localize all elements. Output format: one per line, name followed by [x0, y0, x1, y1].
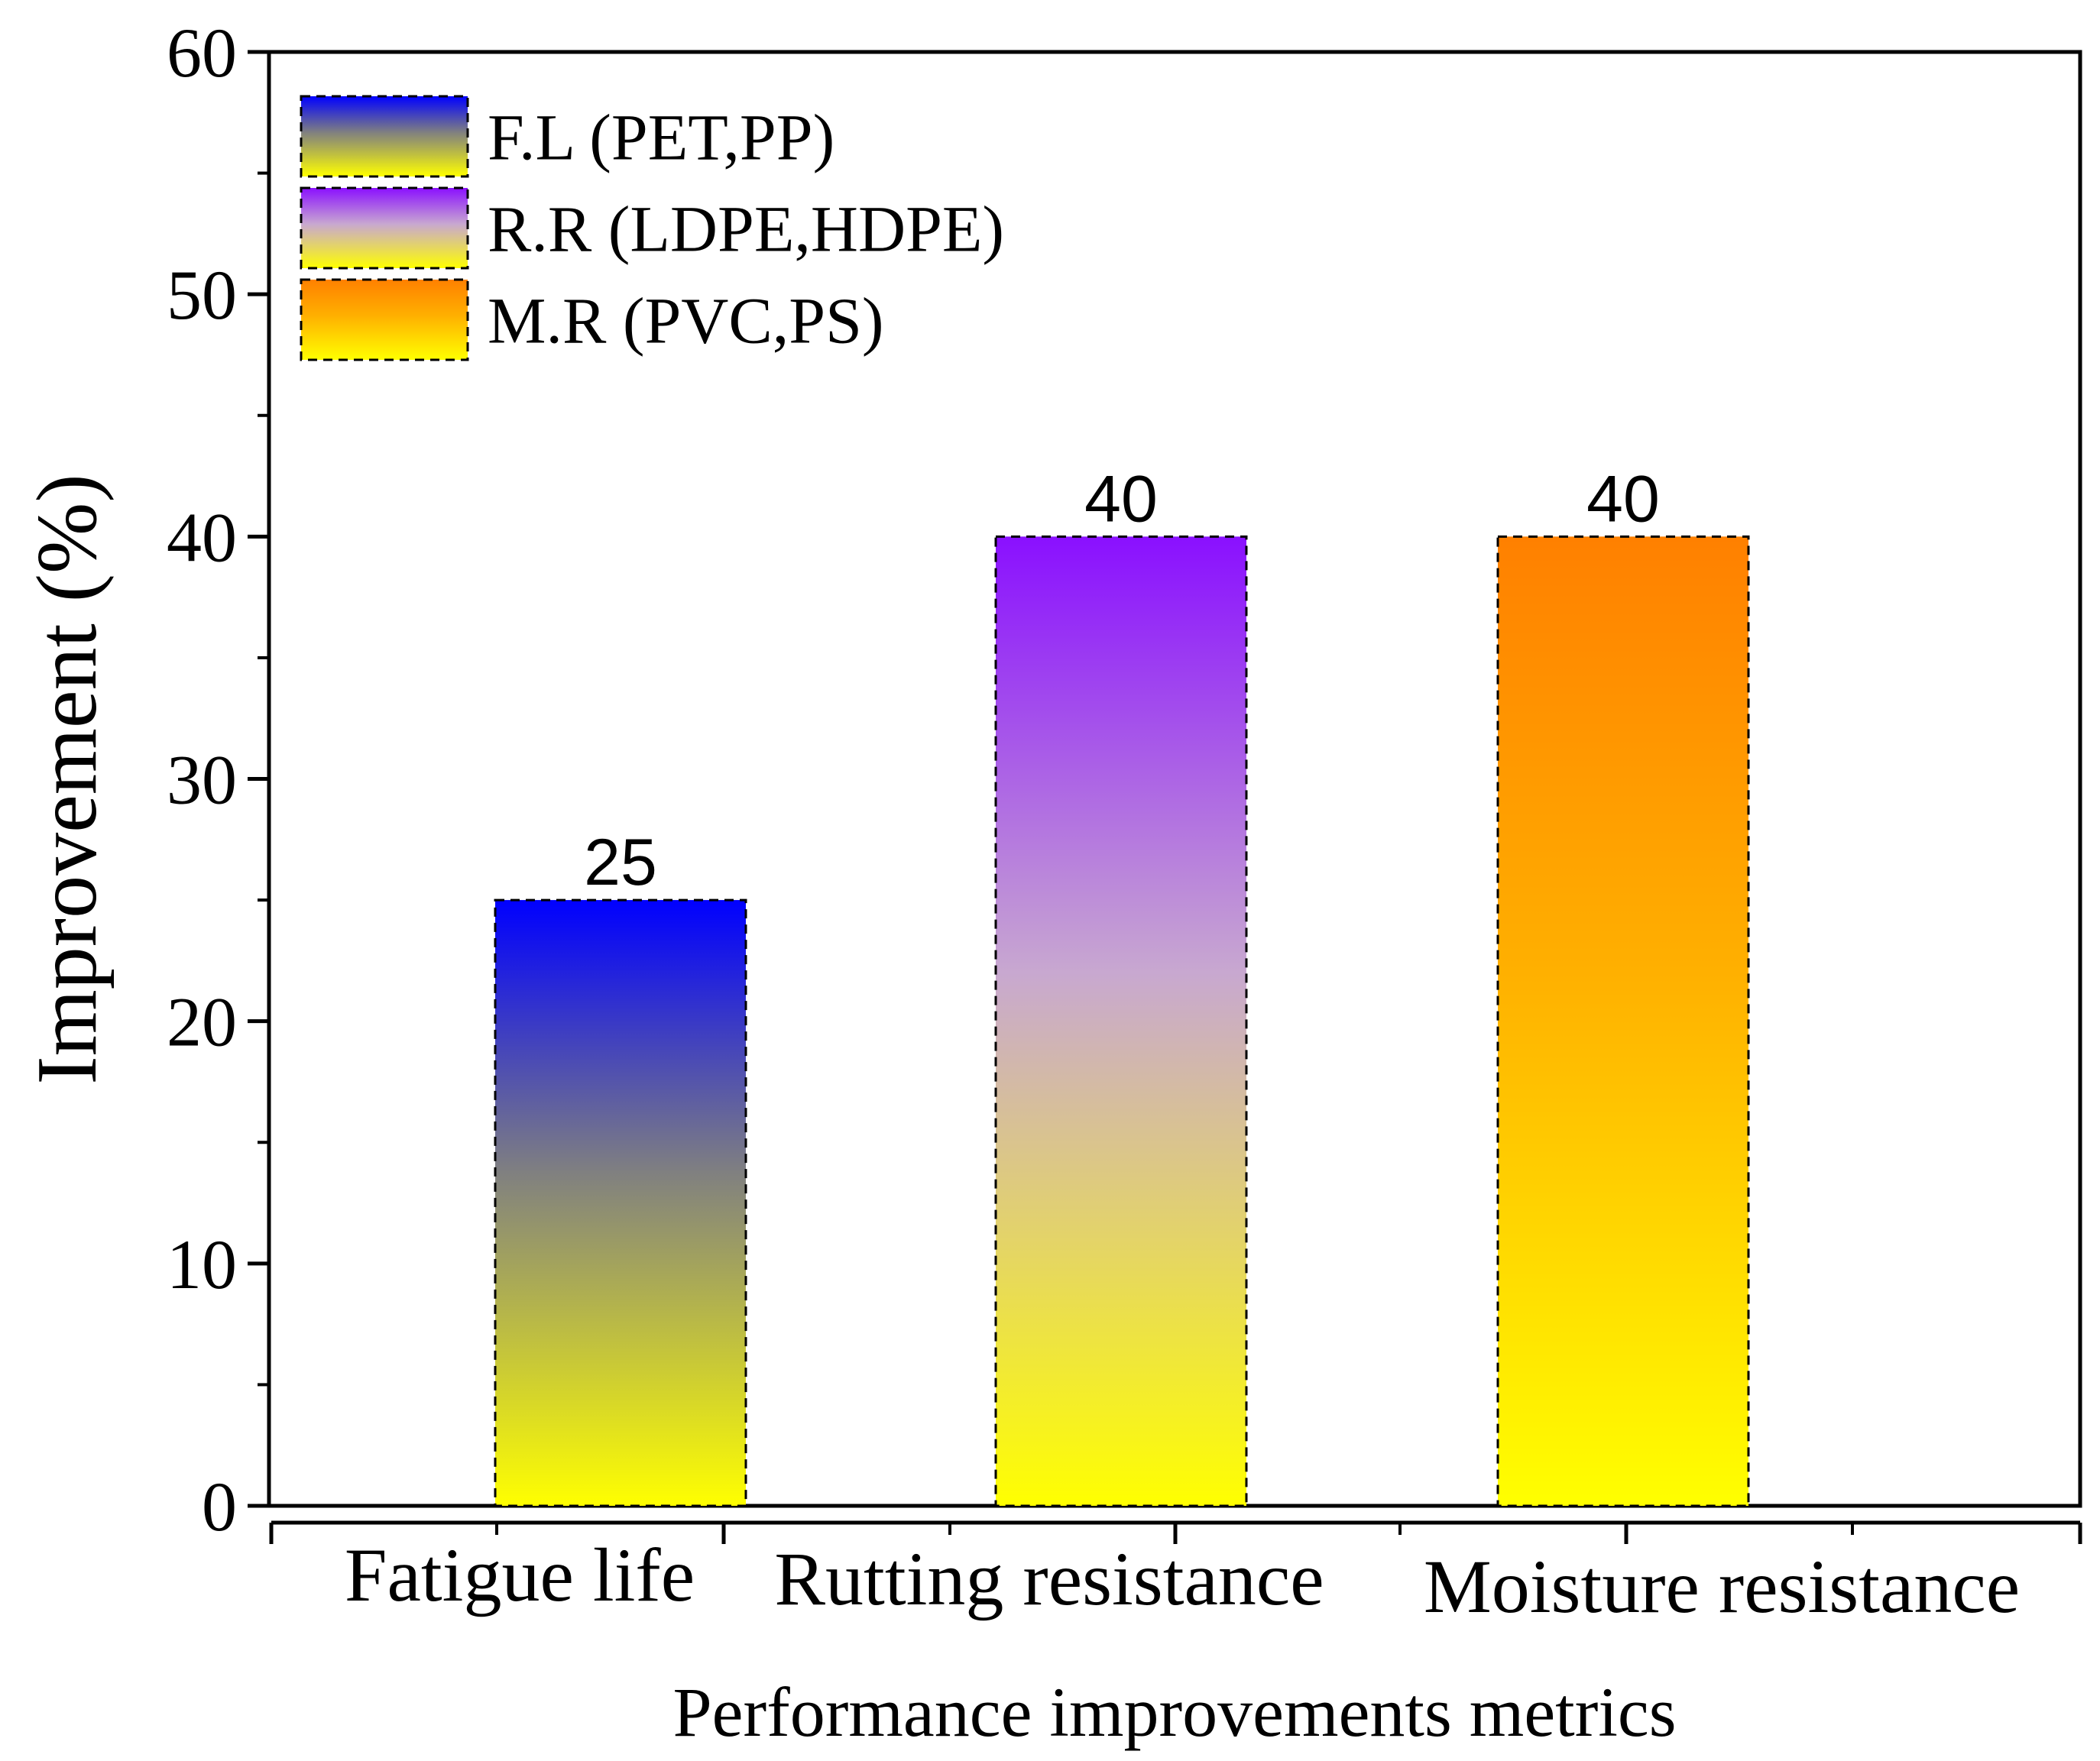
x-tick-label: Moisture resistance: [1424, 1544, 2020, 1629]
y-axis: 0 10 20 30 40 50 60: [167, 14, 269, 1546]
legend-label: F.L (PET,PP): [488, 101, 834, 174]
bar-rutting-resistance: [994, 535, 1248, 1507]
y-tick-label: 40: [167, 498, 237, 576]
bar-value-label: 40: [1586, 462, 1660, 536]
x-tick-label: Fatigue life: [345, 1533, 695, 1617]
y-tick-label: 30: [167, 741, 237, 819]
legend-swatch: [300, 95, 469, 178]
x-tick-label: Rutting resistance: [774, 1536, 1324, 1621]
legend-label: R.R (LDPE,HDPE): [488, 193, 1004, 266]
x-axis: Fatigue life Rutting resistance Moisture r…: [269, 1520, 2082, 1629]
legend: F.L (PET,PP) R.R (LDPE,HDPE) M.R (PVC,PS): [300, 95, 1004, 361]
bar-value-labels: 25 40 40: [584, 462, 1660, 899]
y-tick-label: 20: [167, 983, 237, 1061]
bars: [494, 535, 1750, 1507]
y-tick-label: 10: [167, 1225, 237, 1303]
bar-value-label: 40: [1084, 462, 1158, 536]
y-tick-label: 50: [167, 256, 237, 334]
bar-moisture-resistance: [1496, 535, 1750, 1507]
legend-swatch: [300, 278, 469, 361]
y-tick-label: 0: [202, 1468, 237, 1546]
x-axis-title: Performance improvements metrics: [672, 1673, 1676, 1751]
bar-fatigue-life: [494, 898, 747, 1507]
legend-swatch: [300, 186, 469, 270]
legend-label: M.R (PVC,PS): [488, 284, 884, 358]
y-axis-title: Improvement (%): [20, 474, 115, 1084]
bar-value-label: 25: [584, 826, 657, 899]
y-tick-label: 60: [167, 14, 237, 92]
